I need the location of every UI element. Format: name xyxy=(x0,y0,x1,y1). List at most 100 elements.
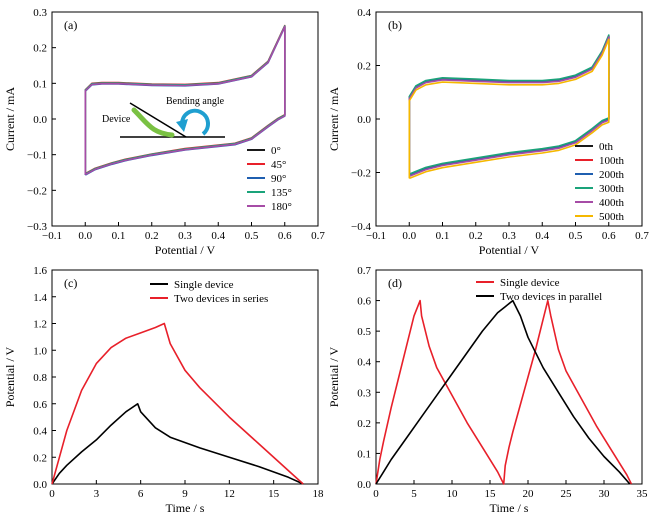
device-strip xyxy=(131,107,175,138)
x-tick-label: 0.2 xyxy=(469,230,483,242)
x-tick-label: 12 xyxy=(224,488,235,500)
x-tick-label: −0.1 xyxy=(366,230,386,242)
y-tick-label: 0.3 xyxy=(33,7,47,19)
x-tick-label: 0.5 xyxy=(569,230,583,242)
y-tick-label: 0.4 xyxy=(357,7,371,19)
series-line-5 xyxy=(84,25,286,176)
y-tick-label: 0.8 xyxy=(33,372,47,384)
x-tick-label: 0.0 xyxy=(402,230,416,242)
y-tick-label: 0.2 xyxy=(33,452,47,464)
y-tick-label: −0.3 xyxy=(27,221,47,233)
y-tick-label: 0.5 xyxy=(357,326,371,338)
x-tick-label: 9 xyxy=(182,488,188,500)
x-tick-label: 0 xyxy=(49,488,55,500)
series-line-5 xyxy=(408,36,610,177)
series-line-4 xyxy=(408,34,610,175)
curved-arrow-icon xyxy=(179,108,210,136)
x-tick-label: 0.4 xyxy=(211,230,225,242)
x-tick-label: 0.6 xyxy=(278,230,292,242)
series-line-2 xyxy=(51,322,304,485)
y-tick-label: 0.1 xyxy=(33,78,47,90)
x-tick-label: 0.1 xyxy=(112,230,126,242)
x-tick-label: 15 xyxy=(268,488,280,500)
legend-entry: Two devices in series xyxy=(174,293,268,305)
x-tick-label: 0.4 xyxy=(535,230,549,242)
x-tick-label: 6 xyxy=(138,488,144,500)
x-tick-label: 18 xyxy=(313,488,325,500)
y-tick-label: 1.6 xyxy=(33,265,47,277)
y-tick-label: 0.0 xyxy=(357,479,371,491)
x-tick-label: 20 xyxy=(523,488,535,500)
panel-label: (d) xyxy=(388,276,402,290)
y-axis-label: Potential / V xyxy=(3,346,17,407)
x-tick-label: 5 xyxy=(411,488,417,500)
inset-device-label: Device xyxy=(102,114,131,125)
x-tick-label: 0.7 xyxy=(311,230,325,242)
legend-entry: 0th xyxy=(599,141,614,153)
x-tick-label: 0.7 xyxy=(635,230,649,242)
legend: 0th 100th 200th 300th 400th 500th xyxy=(575,141,625,223)
y-axis-label: Potential / V xyxy=(327,346,341,407)
y-tick-label: −0.1 xyxy=(27,150,47,162)
legend-entry: 500th xyxy=(599,211,625,223)
legend: Single device Two devices in series xyxy=(150,279,268,305)
x-axis-label: Potential / V xyxy=(479,243,540,257)
y-tick-label: 0.4 xyxy=(357,357,371,369)
legend-entry: 200th xyxy=(599,169,625,181)
y-tick-label: 0.7 xyxy=(357,265,371,277)
series-line-1 xyxy=(375,299,633,485)
chart-panel-2: −0.1 0.0 0.1 0.2 0.3 0.4 0.5 0.6 0.7 −0.4 −0.2 0.0 0… xyxy=(327,7,649,257)
legend-entry: 135° xyxy=(271,187,292,199)
arrow-head-icon xyxy=(176,119,188,132)
series-line-2 xyxy=(375,299,631,485)
plot-frame xyxy=(375,269,643,485)
chart-panel-3: 0 3 6 9 12 15 18 0.0 0.2 0.4 0.6 0.8 1.0 1.2 1.4 1.6 Tim… xyxy=(3,265,324,515)
x-tick-label: 25 xyxy=(561,488,573,500)
y-tick-label: 0.1 xyxy=(357,448,371,460)
x-tick-label: −0.1 xyxy=(42,230,62,242)
chart-panel-1: −0.1 0.0 0.1 0.2 0.3 0.4 0.5 0.6 0.7 −0.3 −0.2 −0.1… xyxy=(3,7,325,257)
legend-entry: 45° xyxy=(271,159,286,171)
y-tick-label: 0.6 xyxy=(33,399,47,411)
y-tick-label: 1.4 xyxy=(33,292,47,304)
series-line-6 xyxy=(408,38,610,180)
y-tick-label: 0.0 xyxy=(33,479,47,491)
y-tick-label: 0.2 xyxy=(357,61,371,73)
y-axis-label: Current / mA xyxy=(327,87,341,151)
panel-label: (b) xyxy=(388,18,402,32)
inset-bent-line xyxy=(129,102,187,138)
x-axis-label: Time / s xyxy=(490,501,529,515)
x-tick-label: 15 xyxy=(485,488,497,500)
y-tick-label: 0.3 xyxy=(357,387,371,399)
x-tick-label: 0.2 xyxy=(145,230,159,242)
legend-entry: 90° xyxy=(271,173,286,185)
y-tick-label: 0.4 xyxy=(33,426,47,438)
legend-entry: 400th xyxy=(599,197,625,209)
x-axis-label: Time / s xyxy=(166,501,205,515)
x-tick-label: 0.5 xyxy=(245,230,259,242)
panel-label: (a) xyxy=(64,18,77,32)
legend-entry: 100th xyxy=(599,155,625,167)
x-tick-label: 0.3 xyxy=(178,230,192,242)
bending-inset: Device Bending angle xyxy=(102,96,225,138)
panel-label: (c) xyxy=(64,276,77,290)
y-tick-label: 0.2 xyxy=(33,43,47,55)
legend-entry: Single device xyxy=(174,279,234,291)
legend-entry: 300th xyxy=(599,183,625,195)
y-tick-label: 0.2 xyxy=(357,418,371,430)
legend-entry: 180° xyxy=(271,201,292,213)
legend: Single device Two devices in parallel xyxy=(476,277,602,303)
x-tick-label: 35 xyxy=(637,488,649,500)
x-tick-label: 0.6 xyxy=(602,230,616,242)
y-tick-label: 0.0 xyxy=(33,114,47,126)
y-axis-label: Current / mA xyxy=(3,87,17,151)
y-tick-label: 1.2 xyxy=(33,319,47,331)
x-tick-label: 3 xyxy=(94,488,100,500)
y-tick-label: −0.2 xyxy=(27,185,47,197)
x-tick-label: 0.3 xyxy=(502,230,516,242)
x-tick-label: 0.1 xyxy=(436,230,450,242)
x-tick-label: 0.0 xyxy=(78,230,92,242)
x-tick-label: 0 xyxy=(373,488,379,500)
x-axis-label: Potential / V xyxy=(155,243,216,257)
